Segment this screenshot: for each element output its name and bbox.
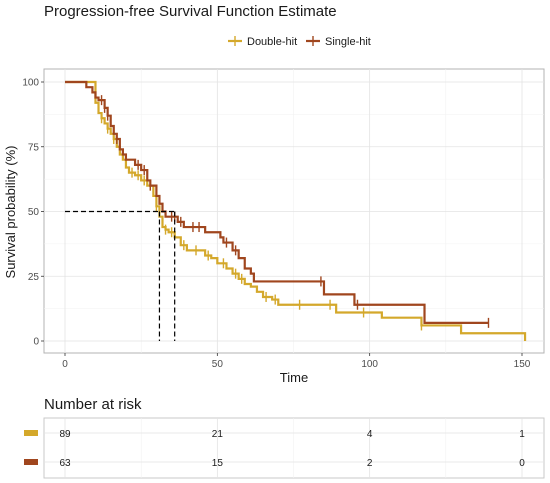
y-tick-label: 50 (28, 207, 40, 218)
x-tick-label: 150 (514, 359, 531, 370)
x-axis-label: Time (280, 370, 308, 385)
risk-row-swatch (24, 430, 38, 436)
y-tick-label: 75 (28, 142, 40, 153)
legend-label: Double-hit (247, 36, 297, 48)
x-tick-label: 0 (62, 359, 68, 370)
y-tick-label: 0 (33, 337, 39, 348)
legend-label: Single-hit (325, 36, 371, 48)
risk-count: 21 (212, 429, 224, 440)
y-axis-label: Survival probability (%) (3, 146, 18, 279)
risk-table-title: Number at risk (44, 396, 142, 413)
risk-table: 89 21 4 1 63 15 2 0 (24, 417, 545, 479)
chart-title: Progression-free Survival Function Estim… (44, 3, 337, 20)
y-tick-label: 25 (28, 272, 40, 283)
plot-area: 0 50 100 150 0 25 50 75 100 (22, 68, 545, 370)
risk-row-swatch (24, 459, 38, 465)
risk-count: 63 (59, 458, 71, 469)
plot-panel (43, 68, 545, 354)
risk-count: 89 (59, 429, 71, 440)
risk-count: 1 (519, 429, 525, 440)
risk-count: 15 (212, 458, 224, 469)
x-tick-label: 50 (212, 359, 224, 370)
risk-count: 2 (367, 458, 373, 469)
x-tick-label: 100 (361, 359, 378, 370)
risk-count: 4 (367, 429, 373, 440)
risk-table-panel (43, 417, 545, 479)
risk-count: 0 (519, 458, 525, 469)
legend: Double-hit Single-hit (228, 36, 371, 48)
y-tick-label: 100 (22, 78, 39, 89)
series-line-single-hit (65, 80, 489, 324)
